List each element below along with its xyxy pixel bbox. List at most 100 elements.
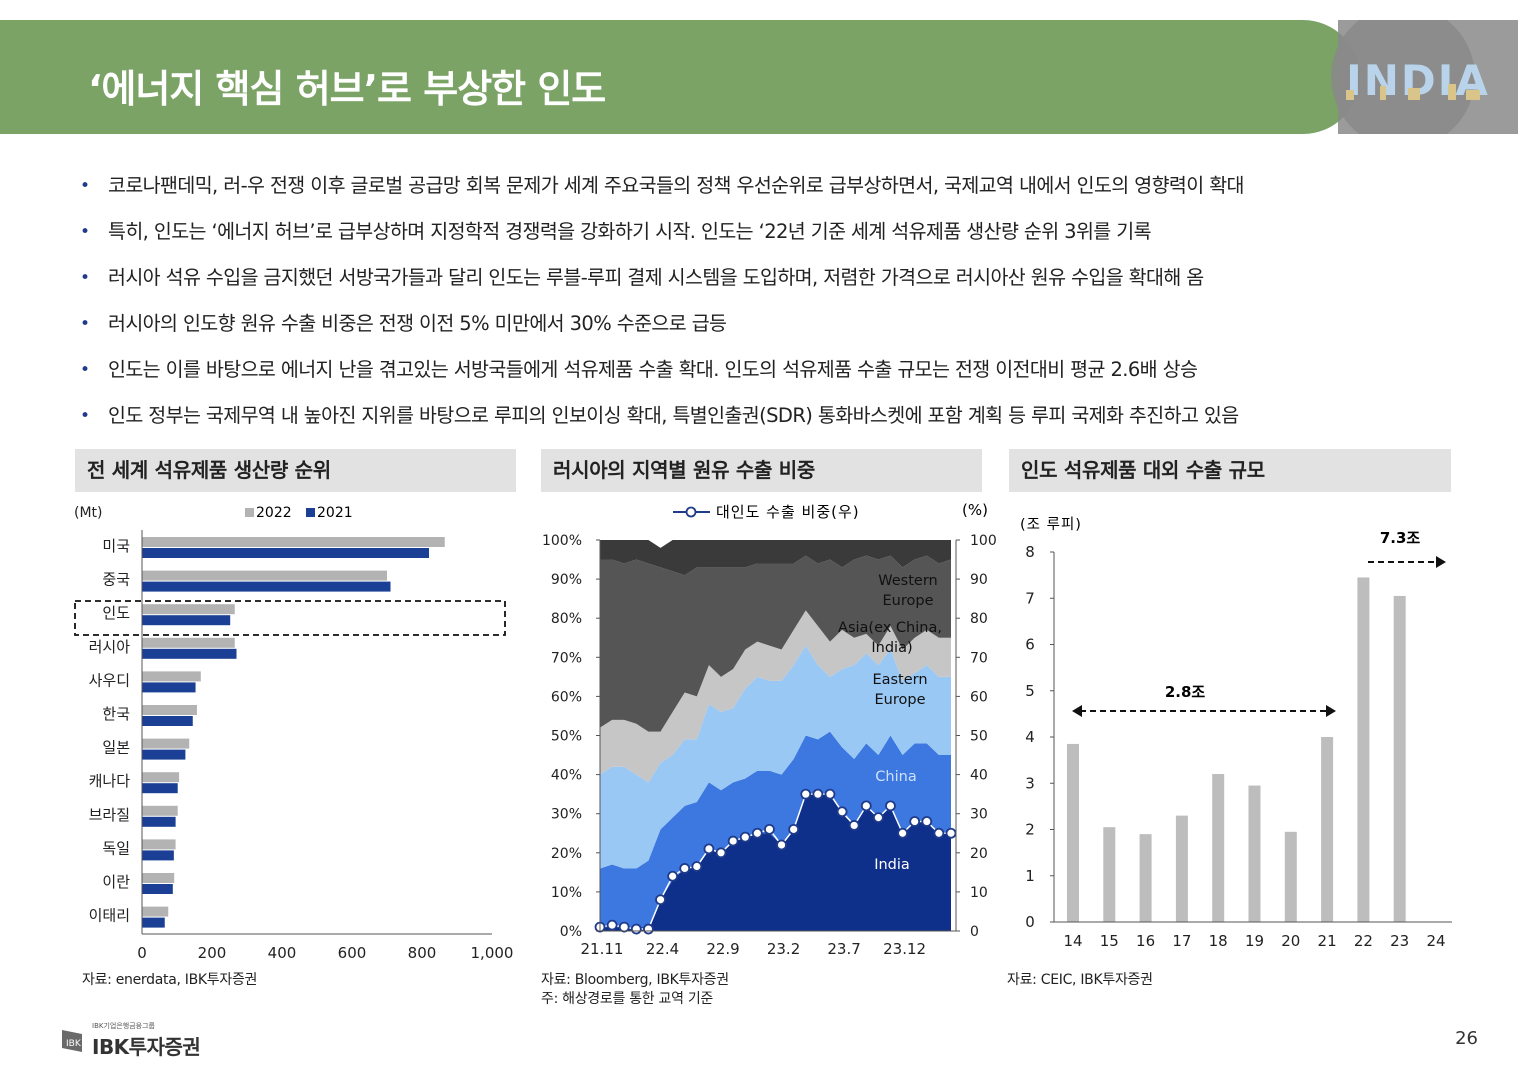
production-bar-chart: (Mt) 2022 2021 미국중국인도러시아사우디한국일본캐나다브라질독일이… [74, 505, 514, 962]
category-label: 중국 [102, 571, 130, 589]
area-label-india: India [874, 857, 910, 873]
right-y-tick-label: 40 [970, 768, 988, 784]
area-label-china: China [875, 769, 916, 785]
svg-text:IBK: IBK [66, 1039, 82, 1049]
right-y-tick-label: 90 [970, 572, 988, 588]
area-label-asia-1: Asia(ex China, [838, 620, 942, 636]
export-bar [1067, 743, 1079, 922]
category-label: 이란 [102, 873, 130, 891]
bar-2021 [142, 749, 186, 760]
right-y-tick-label: 20 [970, 846, 988, 862]
x-tick-label: 16 [1136, 932, 1155, 950]
bar-2021 [142, 615, 231, 626]
export-bar [1357, 577, 1370, 922]
india-share-point [667, 870, 679, 882]
bar-2022 [142, 772, 180, 783]
india-share-point [776, 839, 787, 851]
india-share-point [788, 823, 800, 835]
area-label-western-europe-1: Western [878, 573, 937, 589]
india-share-point [751, 827, 763, 839]
page-title: ‘에너지 핵심 허브’로 부상한 인도 [88, 67, 606, 111]
india-share-point [643, 923, 654, 935]
category-label: 이태리 [89, 907, 130, 925]
x-tick-label: 14 [1063, 932, 1082, 950]
chart1-legend: 2022 2021 [245, 505, 353, 521]
x-tick-label: 1,000 [471, 944, 514, 962]
india-share-point [715, 847, 727, 859]
india-share-point [885, 800, 896, 812]
category-label: 캐나다 [89, 772, 131, 790]
bullet-dot-icon: • [80, 406, 90, 426]
bullet-item: • 인도 정부는 국제무역 내 높아진 지위를 바탕으로 루피의 인보이싱 확대,… [78, 400, 1498, 446]
russia-export-area-chart: 대인도 수출 비중(우) (%) 0% 10% 20% 30% 40% 50% 60% 70%… [542, 501, 997, 958]
india-share-point [921, 816, 933, 827]
x-tick-label: 21 [1318, 932, 1337, 950]
bar-2021 [142, 581, 391, 592]
category-label: 러시아 [89, 638, 131, 656]
chart2-legend: 대인도 수출 비중(우) [673, 503, 859, 521]
note-russia-export: 주: 해상경로를 통한 교역 기준 [541, 991, 713, 1007]
source-india-export: 자료: CEIC, IBK투자증권 [1007, 972, 1153, 988]
india-share-point [824, 788, 836, 800]
ibk-logo-icon: IBK [62, 1030, 82, 1052]
left-y-tick-label: 80% [551, 611, 582, 627]
category-label: 브라질 [89, 806, 130, 824]
india-share-point [812, 788, 824, 800]
bullet-dot-icon: • [80, 222, 90, 242]
y-tick-label: 2 [1025, 821, 1035, 839]
x-tick-label: 24 [1426, 932, 1445, 950]
header-banner [0, 20, 1360, 134]
x-tick-label: 200 [198, 944, 227, 962]
area-label-western-europe-2: Europe [883, 593, 934, 609]
right-y-tick-label: 70 [970, 650, 988, 666]
india-share-point [618, 921, 630, 933]
export-bar [1248, 785, 1261, 922]
annotation-7.3: 7.3조 [1368, 529, 1446, 568]
bar-2021 [142, 682, 196, 693]
area-other [600, 540, 951, 576]
x-tick-label: 400 [268, 944, 297, 962]
india-share-point [727, 835, 739, 847]
y-tick-label: 7 [1025, 589, 1035, 607]
area-asia-ex-china-india- [600, 610, 951, 783]
badge-rect [1338, 20, 1518, 134]
x-tick-label: 23.2 [767, 940, 800, 958]
source-russia-export: 자료: Bloomberg, IBK투자증권 [541, 972, 729, 988]
bar-2021 [142, 548, 429, 558]
x-tick-label: 23 [1390, 932, 1409, 950]
bar-2022 [142, 906, 169, 917]
bar-2021 [142, 917, 165, 928]
arrow-right-icon [1436, 556, 1446, 568]
india-badge: INDIA [1331, 20, 1518, 134]
india-share-point [945, 827, 957, 839]
india-share-point [860, 800, 872, 812]
bar-2022 [142, 805, 178, 816]
left-y-tick-label: 10% [551, 885, 582, 901]
y-tick-label: 0 [1025, 913, 1035, 931]
bullet-list: • 코로나팬데믹, 러-우 전쟁 이후 글로벌 공급망 회복 문제가 세계 주요국… [78, 170, 1498, 446]
x-tick-label: 22.4 [646, 940, 679, 958]
logo-group-text: IBK기업은행금융그룹 [92, 1022, 155, 1030]
area-western-europe [600, 555, 951, 732]
area-label-asia-2: India) [871, 640, 912, 656]
category-label: 일본 [102, 739, 130, 757]
y-tick-label: 8 [1025, 543, 1035, 561]
bar-2022 [142, 537, 445, 547]
category-label: 한국 [102, 705, 130, 723]
right-y-tick-label: 80 [970, 611, 988, 627]
india-share-point [703, 843, 715, 855]
area-india [600, 794, 951, 931]
category-label: 독일 [102, 839, 130, 857]
bullet-item: • 코로나팬데믹, 러-우 전쟁 이후 글로벌 공급망 회복 문제가 세계 주요국… [78, 170, 1498, 216]
bar-2021 [142, 884, 173, 894]
bar-2022 [142, 671, 201, 682]
panel-title-india-export: 인도 석유제품 대외 수출 규모 [1009, 449, 1451, 492]
bar-2021 [142, 716, 193, 726]
annotation-label-post-war: 7.3조 [1380, 529, 1421, 547]
india-share-point [679, 863, 691, 874]
right-y-tick-label: 50 [970, 729, 988, 745]
left-y-tick-label: 50% [551, 729, 582, 745]
category-label: 사우디 [89, 671, 130, 689]
arrow-right-icon [1326, 705, 1336, 717]
left-y-tick-label: 40% [551, 768, 582, 784]
